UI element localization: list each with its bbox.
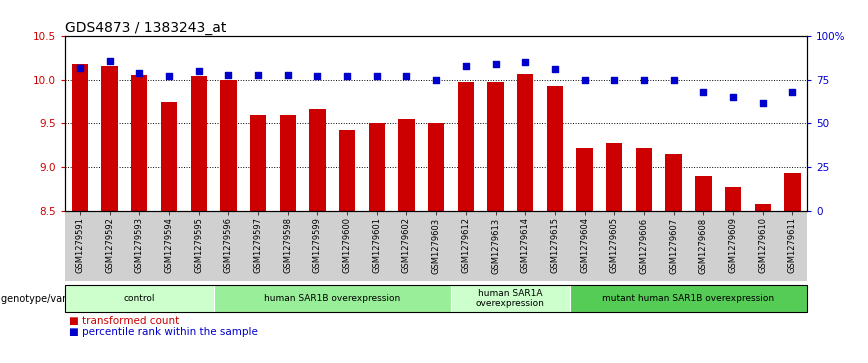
Point: [548, 66, 562, 72]
Point: [637, 77, 651, 83]
Point: [756, 99, 770, 105]
Point: [102, 58, 116, 64]
Text: human SAR1A
overexpression: human SAR1A overexpression: [476, 289, 545, 308]
Point: [608, 77, 621, 83]
Point: [340, 73, 354, 79]
Bar: [695, 176, 712, 211]
Point: [786, 89, 799, 95]
Text: human SAR1B overexpression: human SAR1B overexpression: [264, 294, 400, 303]
Point: [459, 63, 473, 69]
Bar: [131, 75, 148, 211]
Point: [192, 68, 206, 74]
Point: [696, 89, 710, 95]
Bar: [398, 119, 415, 211]
Bar: [161, 102, 177, 211]
Bar: [487, 82, 503, 211]
Point: [280, 72, 294, 78]
Bar: [754, 204, 771, 211]
Point: [370, 73, 384, 79]
Bar: [190, 76, 207, 211]
Point: [489, 61, 503, 67]
Bar: [547, 86, 563, 211]
Point: [518, 60, 532, 65]
Bar: [220, 80, 237, 211]
Point: [667, 77, 681, 83]
Point: [399, 73, 413, 79]
Point: [578, 77, 592, 83]
Bar: [606, 143, 622, 211]
Bar: [428, 123, 444, 211]
Bar: [102, 66, 118, 211]
Text: ■ transformed count: ■ transformed count: [69, 316, 180, 326]
Point: [132, 70, 146, 76]
Bar: [369, 123, 385, 211]
Point: [221, 72, 235, 78]
Text: ■ percentile rank within the sample: ■ percentile rank within the sample: [69, 327, 259, 337]
Bar: [725, 187, 741, 211]
Text: genotype/variation ▶: genotype/variation ▶: [1, 294, 104, 303]
Bar: [339, 130, 355, 211]
Bar: [72, 64, 89, 211]
Point: [73, 65, 87, 70]
Bar: [309, 109, 326, 211]
Bar: [250, 115, 266, 211]
Point: [311, 73, 325, 79]
Text: mutant human SAR1B overexpression: mutant human SAR1B overexpression: [602, 294, 774, 303]
Bar: [457, 82, 474, 211]
Point: [251, 72, 265, 78]
Text: GDS4873 / 1383243_at: GDS4873 / 1383243_at: [65, 21, 227, 35]
Bar: [576, 148, 593, 211]
Text: control: control: [123, 294, 155, 303]
Point: [429, 77, 443, 83]
Bar: [784, 173, 800, 211]
Bar: [517, 74, 534, 211]
Bar: [279, 115, 296, 211]
Point: [162, 73, 176, 79]
Point: [726, 94, 740, 100]
Bar: [635, 148, 652, 211]
Bar: [666, 154, 682, 211]
